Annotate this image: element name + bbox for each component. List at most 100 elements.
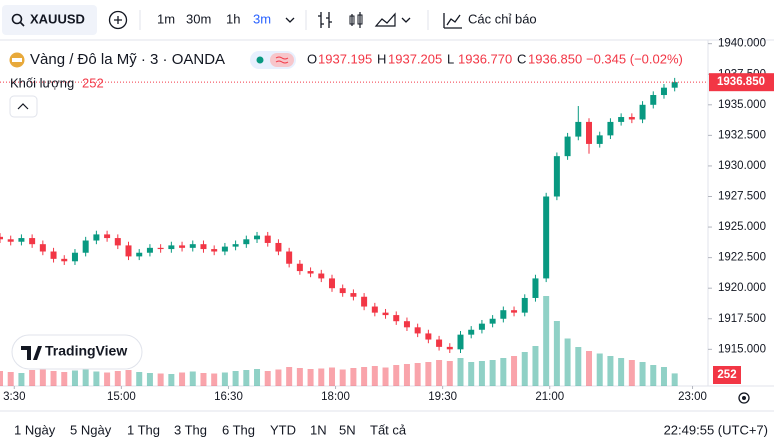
volume-bar	[660, 367, 667, 386]
candle-body	[200, 244, 207, 250]
volume-bar	[403, 364, 410, 386]
range-button[interactable]: Tất cả	[370, 422, 407, 437]
volume-bar	[414, 363, 421, 386]
candle-body	[361, 296, 368, 307]
collapse-legend[interactable]	[9, 95, 38, 118]
x-tick-label: 18:00	[321, 391, 350, 403]
volume-bar	[93, 371, 100, 386]
interval[interactable]: 1m	[157, 11, 175, 26]
range-button[interactable]: 5 Ngày	[70, 422, 112, 437]
ohlc-value: 1936.770	[458, 51, 512, 66]
candle-body	[671, 82, 678, 88]
candle-body	[650, 95, 657, 105]
settings-icon[interactable]	[738, 392, 750, 404]
volume-bar	[243, 370, 250, 386]
volume-bar	[61, 372, 68, 386]
volume-bar	[511, 356, 518, 386]
volume-bar	[639, 362, 646, 386]
candle-body	[179, 245, 186, 248]
active-interval[interactable]: 3m	[253, 11, 271, 26]
volume-bar	[553, 321, 560, 386]
volume-bar	[393, 365, 400, 386]
x-tick-label: 21:00	[535, 391, 564, 403]
range-button[interactable]: 5N	[339, 422, 356, 437]
volume-bar	[200, 373, 207, 386]
candles-icon[interactable]	[357, 14, 363, 25]
interval[interactable]: 30m	[186, 11, 211, 26]
volume-bar	[543, 296, 550, 386]
range-button[interactable]: 1 Thg	[127, 422, 160, 437]
logo-badge[interactable]	[11, 334, 143, 370]
area-icon[interactable]	[374, 12, 396, 27]
range-button[interactable]: 6 Thg	[222, 422, 255, 437]
volume-bar	[457, 358, 464, 386]
candle-body	[403, 321, 410, 328]
compare-button[interactable]	[108, 10, 128, 30]
candle-body	[543, 196, 550, 279]
candle-body	[189, 244, 196, 248]
candle-body	[221, 246, 228, 252]
x-tick-label: 16:30	[214, 391, 243, 403]
range-button[interactable]: 3 Thg	[174, 422, 207, 437]
volume-bar	[50, 371, 57, 386]
candle-body	[371, 306, 378, 313]
range-button[interactable]: 1N	[310, 422, 327, 437]
volume-bar	[264, 371, 271, 386]
candle-body	[457, 334, 464, 350]
volume-bar	[7, 372, 14, 386]
candle-body	[296, 263, 303, 272]
candles-icon[interactable]	[349, 15, 355, 25]
interval[interactable]: 1h	[226, 11, 240, 26]
y-tick-label: 1932.500	[718, 129, 766, 141]
y-tick-label: 1940.000	[718, 38, 766, 50]
candle-body	[575, 121, 582, 137]
volume-bar	[29, 370, 36, 386]
candle-body	[286, 251, 293, 264]
range-button[interactable]: YTD	[270, 422, 296, 437]
bars-icon[interactable]	[318, 12, 332, 28]
candle-body	[414, 327, 421, 334]
ohlc-key: C	[517, 51, 526, 66]
search-icon	[19, 21, 25, 27]
candle-body	[114, 238, 121, 246]
volume-bar	[500, 358, 507, 386]
volume-bar	[425, 362, 432, 386]
plus-icon	[114, 16, 122, 24]
candle-body	[50, 251, 57, 259]
last-volume-label: 252	[717, 369, 736, 381]
symbol-search[interactable]	[2, 5, 97, 35]
candle-body	[275, 242, 282, 252]
volume-bar	[0, 371, 3, 386]
indicators-button[interactable]: Các chỉ báo	[468, 11, 537, 26]
volume-bar	[575, 347, 582, 386]
candle-body	[339, 288, 346, 294]
chevron	[17, 103, 29, 110]
chart-type-dropdown[interactable]	[401, 17, 411, 23]
volume-bar	[671, 373, 678, 386]
volume-bar	[650, 365, 657, 386]
y-tick-label: 1917.500	[718, 313, 766, 325]
indicators-icon[interactable]	[443, 13, 462, 29]
candle-body	[136, 252, 143, 257]
volume-bar	[39, 368, 46, 386]
candle-body	[596, 135, 603, 144]
candle-body	[607, 121, 614, 136]
range-button[interactable]: 1 Ngày	[14, 422, 56, 437]
candle-body	[478, 323, 485, 330]
volume-bar	[382, 367, 389, 386]
candle-body	[307, 271, 314, 274]
y-tick-label: 1920.000	[718, 282, 766, 294]
candle-body	[446, 346, 453, 350]
interval-dropdown[interactable]	[285, 17, 295, 23]
candle-body	[511, 310, 518, 313]
candle-body	[532, 278, 539, 298]
x-tick-label: 3:30	[3, 391, 25, 403]
candle-body	[254, 235, 261, 240]
candle-body	[318, 273, 325, 279]
candle-body	[425, 333, 432, 340]
candle-body	[71, 252, 78, 262]
candle-body	[7, 239, 14, 242]
candle-body	[232, 244, 239, 247]
volume-bar	[71, 370, 78, 386]
